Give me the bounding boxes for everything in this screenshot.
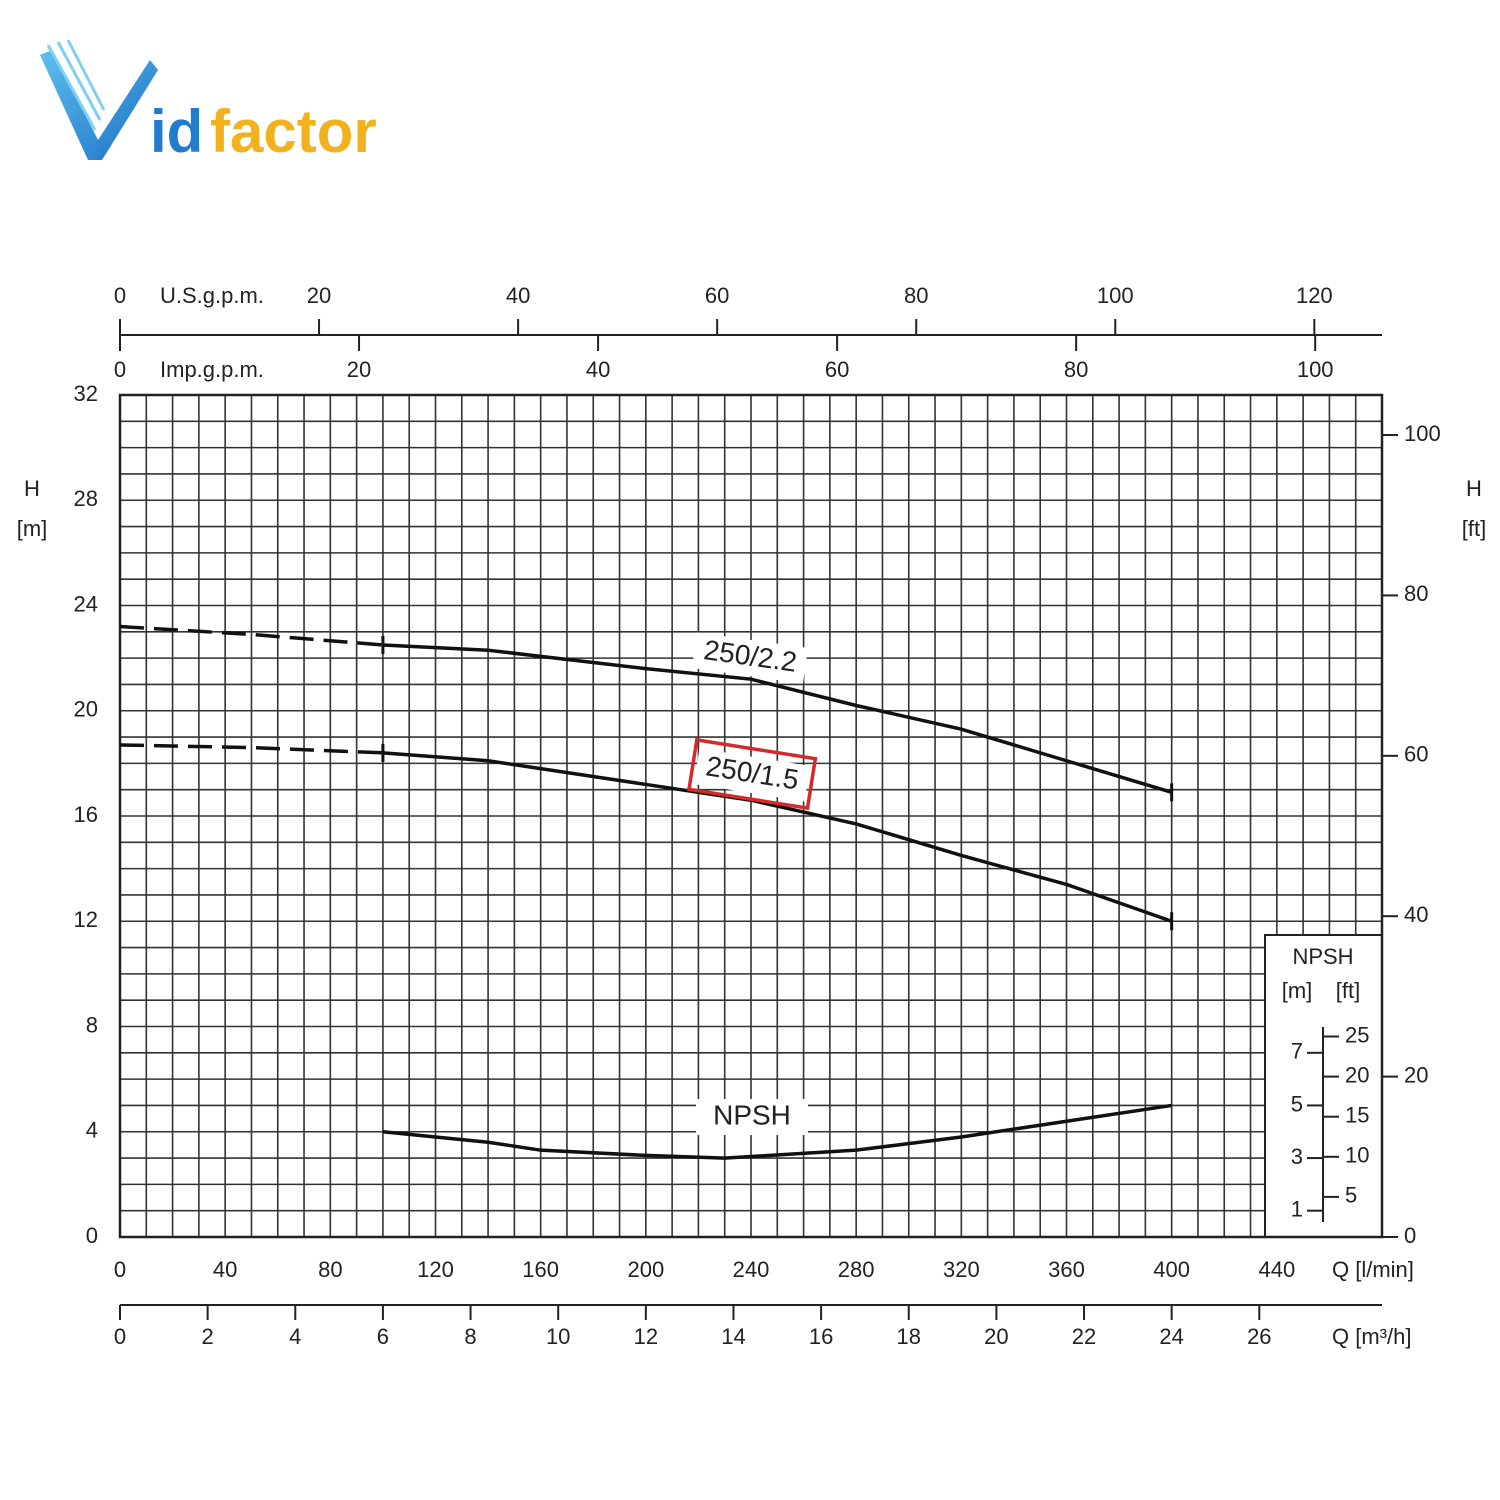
x2-tick-label: 6	[377, 1324, 389, 1349]
curve-label-bg	[692, 632, 808, 684]
x-tick-label: 80	[318, 1257, 342, 1282]
top-axis-tick-label: 60	[825, 357, 849, 382]
logo: id factor	[40, 39, 377, 165]
x2-tick-label: 22	[1072, 1324, 1096, 1349]
npsh-ft-label: [ft]	[1336, 978, 1360, 1003]
y-axis-unit: [m]	[17, 516, 48, 541]
curve	[382, 1103, 1172, 1160]
x-tick-label: 280	[838, 1257, 875, 1282]
npsh-ft-tick-label: 5	[1345, 1183, 1357, 1208]
x2-tick-label: 10	[546, 1324, 570, 1349]
npsh-ft-tick-label: 15	[1345, 1103, 1369, 1128]
top-axis-tick-label: 100	[1297, 357, 1334, 382]
y-tick-label: 16	[74, 802, 98, 827]
x2-tick-label: 12	[634, 1324, 658, 1349]
y2-tick-label: 60	[1404, 742, 1428, 767]
npsh-m-label: [m]	[1282, 978, 1313, 1003]
top-axis-label: U.S.g.p.m.	[160, 283, 264, 308]
y-tick-label: 24	[74, 591, 98, 616]
top-axis-tick-label: 0	[114, 283, 126, 308]
y2-tick-label: 80	[1404, 581, 1428, 606]
curve-label-group: NPSH	[696, 1099, 808, 1135]
x2-tick-label: 0	[114, 1324, 126, 1349]
top-axis-tick-label: 20	[307, 283, 331, 308]
y-axis-label: H	[24, 476, 40, 501]
y-tick-label: 28	[74, 486, 98, 511]
x-tick-label: 160	[522, 1257, 559, 1282]
y2-axis-unit: [ft]	[1462, 516, 1486, 541]
y-tick-label: 20	[74, 697, 98, 722]
x2-tick-label: 16	[809, 1324, 833, 1349]
x2-tick-label: 8	[464, 1324, 476, 1349]
y-tick-label: 32	[74, 381, 98, 406]
curve-extrapolated	[119, 624, 384, 647]
x-tick-label: 0	[114, 1257, 126, 1282]
x2-tick-label: 18	[897, 1324, 921, 1349]
top-axis-tick-label: 20	[347, 357, 371, 382]
x2-tick-label: 14	[721, 1324, 745, 1349]
npsh-ft-tick-label: 10	[1345, 1143, 1369, 1168]
x-tick-label: 320	[943, 1257, 980, 1282]
x-axis-label: Q [l/min]	[1332, 1257, 1414, 1282]
top-axis-tick-label: 0	[114, 357, 126, 382]
y-tick-label: 12	[74, 907, 98, 932]
curve-label-bg	[696, 1099, 808, 1135]
top-axis-tick-label: 120	[1296, 283, 1333, 308]
npsh-inset-title: NPSH	[1292, 944, 1353, 969]
logo-v-strokes	[46, 39, 106, 131]
npsh-m-tick-label: 3	[1291, 1144, 1303, 1169]
x-tick-label: 40	[213, 1257, 237, 1282]
top-axis-tick-label: 80	[904, 283, 928, 308]
x-tick-label: 440	[1258, 1257, 1295, 1282]
top-axis-tick-label: 40	[586, 357, 610, 382]
x2-axis-label: Q [m³/h]	[1332, 1324, 1411, 1349]
curve	[382, 751, 1173, 923]
npsh-ft-tick-label: 20	[1345, 1062, 1369, 1087]
y2-tick-label: 20	[1404, 1062, 1428, 1087]
curve	[382, 643, 1173, 794]
x-tick-label: 240	[733, 1257, 770, 1282]
npsh-m-tick-label: 7	[1291, 1039, 1303, 1064]
curve-extrapolated	[119, 743, 383, 755]
x-tick-label: 400	[1153, 1257, 1190, 1282]
plot-frame	[118, 393, 1384, 1239]
x-tick-label: 120	[417, 1257, 454, 1282]
y-tick-label: 0	[86, 1223, 98, 1248]
y2-tick-label: 40	[1404, 902, 1428, 927]
npsh-ft-tick-label: 25	[1345, 1022, 1369, 1047]
x-tick-label: 360	[1048, 1257, 1085, 1282]
y-tick-label: 8	[86, 1012, 98, 1037]
x2-tick-label: 2	[202, 1324, 214, 1349]
x2-tick-label: 20	[984, 1324, 1008, 1349]
top-axis-tick-label: 100	[1097, 283, 1134, 308]
logo-text-orange: factor	[210, 98, 377, 165]
npsh-m-tick-label: 5	[1291, 1091, 1303, 1116]
x2-tick-label: 26	[1247, 1324, 1271, 1349]
x2-tick-label: 4	[289, 1324, 301, 1349]
logo-v	[40, 50, 158, 160]
y2-tick-label: 100	[1404, 421, 1441, 446]
curve-label: NPSH	[713, 1099, 791, 1130]
y2-axis-label: H	[1466, 476, 1482, 501]
y-tick-label: 4	[86, 1118, 98, 1143]
curve-label-highlight	[686, 737, 818, 811]
top-axis-label: Imp.g.p.m.	[160, 357, 264, 382]
curve-label-bg	[693, 748, 811, 802]
top-axis-tick-label: 60	[705, 283, 729, 308]
y2-tick-label: 0	[1404, 1223, 1416, 1248]
x2-tick-label: 24	[1159, 1324, 1183, 1349]
logo-text-blue: id	[150, 98, 203, 165]
x-tick-label: 200	[627, 1257, 664, 1282]
top-axis-tick-label: 80	[1064, 357, 1088, 382]
top-axis-tick-label: 40	[506, 283, 530, 308]
npsh-m-tick-label: 1	[1291, 1197, 1303, 1222]
curve-label-group: 250/1.5	[686, 737, 818, 811]
